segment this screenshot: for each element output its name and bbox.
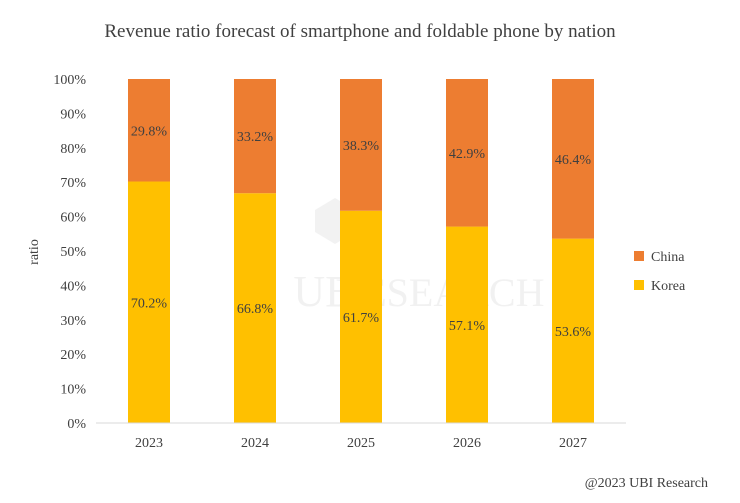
- y-axis-title: ratio: [27, 239, 42, 265]
- bar-korea-2027: [552, 238, 594, 423]
- bar-korea-2024: [234, 193, 276, 423]
- x-tick-label: 2027: [559, 436, 587, 451]
- data-label-korea: 66.8%: [237, 302, 274, 317]
- y-tick-label: 80%: [60, 142, 86, 157]
- bar-korea-2025: [340, 210, 382, 423]
- y-tick-label: 40%: [60, 279, 86, 294]
- legend: China Korea: [634, 250, 686, 294]
- bar-korea-2026: [446, 226, 488, 423]
- y-tick-label: 60%: [60, 211, 86, 226]
- legend-swatch-china: [634, 251, 644, 261]
- x-tick-label: 2026: [453, 436, 481, 451]
- y-tick-label: 100%: [53, 73, 86, 88]
- x-axis: 2023 2024 2025 2026 2027: [135, 436, 587, 451]
- bar-china-2027: [552, 79, 594, 239]
- bar-korea-2023: [128, 181, 170, 423]
- x-tick-label: 2025: [347, 436, 375, 451]
- y-axis: 0% 10% 20% 30% 40% 50% 60% 70% 80% 90% 100%: [53, 73, 86, 432]
- bar-china-2026: [446, 79, 488, 227]
- data-label-korea: 70.2%: [131, 296, 168, 311]
- chart-title: Revenue ratio forecast of smartphone and…: [104, 21, 616, 42]
- data-label-korea: 57.1%: [449, 319, 486, 334]
- y-tick-label: 30%: [60, 314, 86, 329]
- bar-china-2023: [128, 79, 170, 182]
- legend-swatch-korea: [634, 280, 644, 290]
- data-label-china: 38.3%: [343, 139, 380, 154]
- x-tick-label: 2024: [241, 436, 269, 451]
- bars: 70.2% 29.8% 66.8% 33.2% 61.7% 38.3% 57.1% 42.9%…: [128, 79, 594, 423]
- y-tick-label: 20%: [60, 348, 86, 363]
- y-tick-label: 0%: [67, 417, 86, 432]
- data-label-china: 29.8%: [131, 124, 168, 139]
- y-tick-label: 10%: [60, 383, 86, 398]
- x-tick-label: 2023: [135, 436, 163, 451]
- y-tick-label: 70%: [60, 176, 86, 191]
- watermark-logo: UBi RESEARCH: [293, 198, 544, 316]
- y-tick-label: 90%: [60, 107, 86, 122]
- y-tick-label: 50%: [60, 245, 86, 260]
- credit-text: @2023 UBI Research: [585, 476, 708, 491]
- data-label-china: 46.4%: [555, 153, 592, 168]
- data-label-china: 33.2%: [237, 130, 274, 145]
- legend-label-korea: Korea: [651, 279, 686, 294]
- data-label-china: 42.9%: [449, 147, 486, 162]
- bar-china-2025: [340, 79, 382, 211]
- data-label-korea: 53.6%: [555, 325, 592, 340]
- bar-china-2024: [234, 79, 276, 194]
- data-label-korea: 61.7%: [343, 311, 380, 326]
- legend-label-china: China: [651, 250, 685, 265]
